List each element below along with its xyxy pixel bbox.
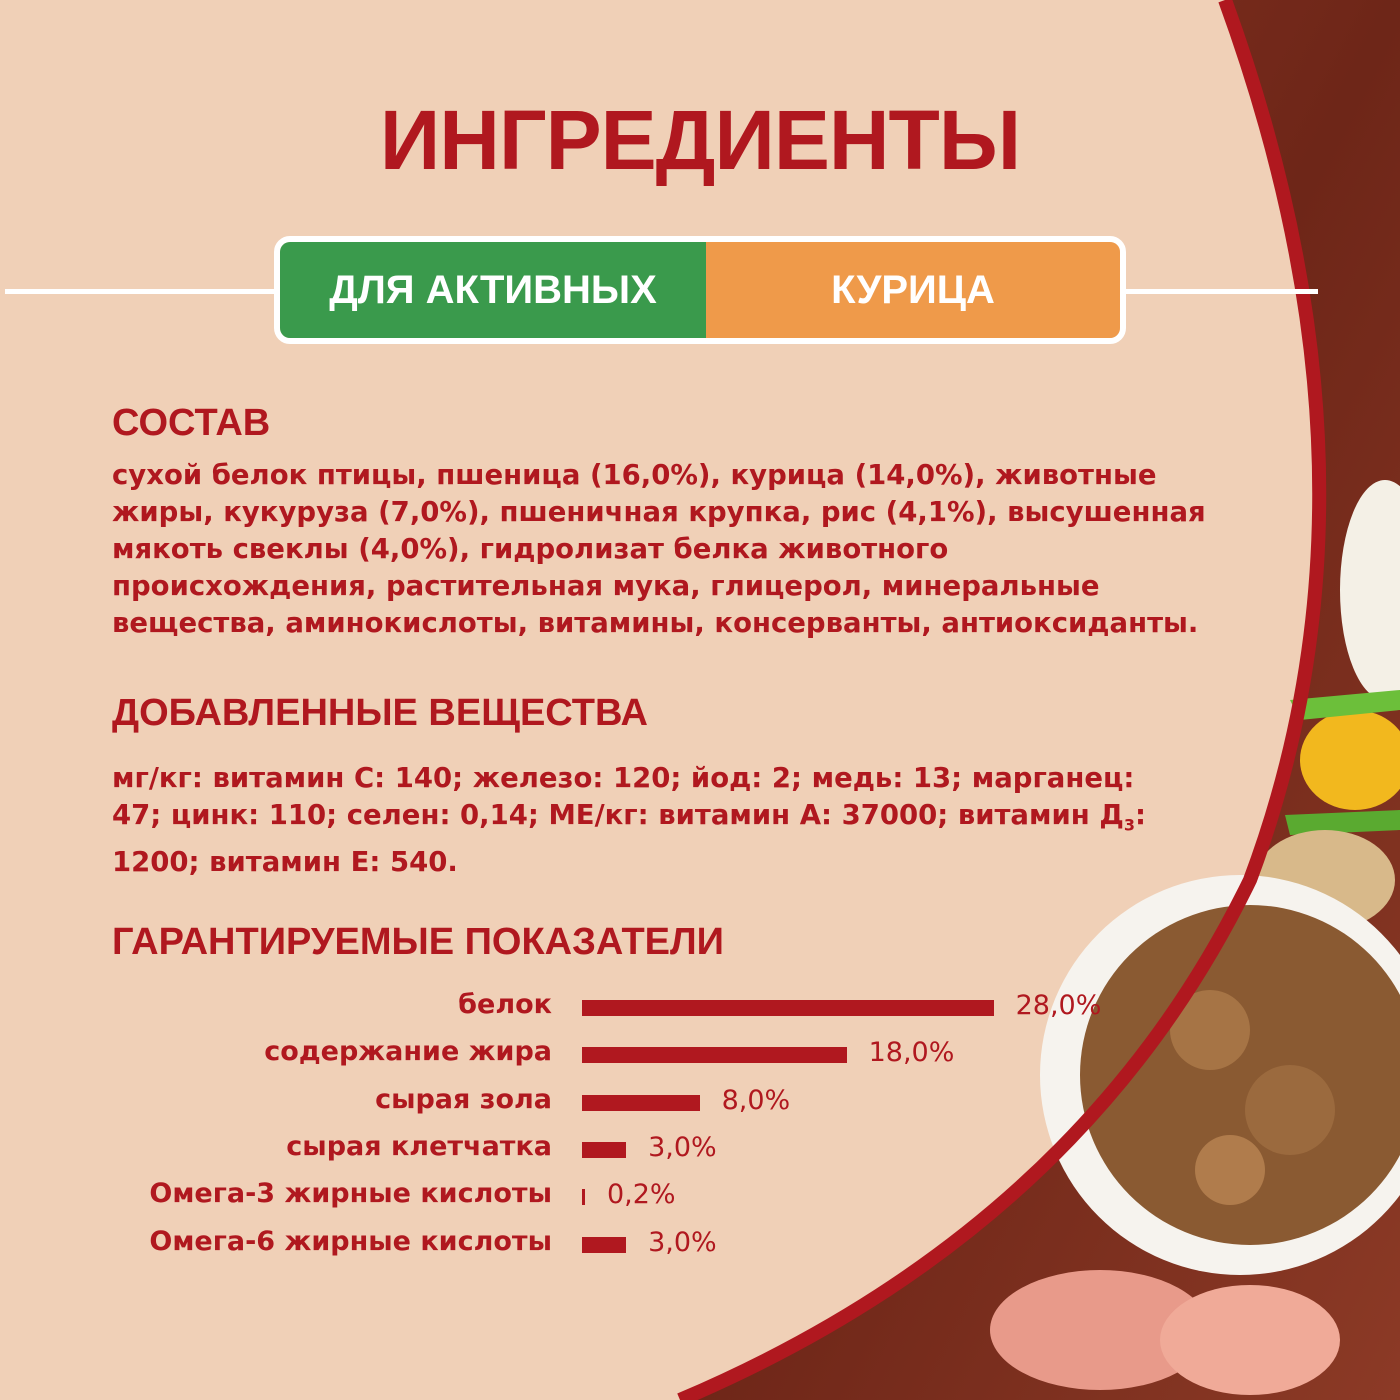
additives-text: мг/кг: витамин С: 140; железо: 120; йод:…: [112, 760, 1172, 881]
bar: [582, 1000, 994, 1016]
bar-label: содержание жира: [264, 1036, 552, 1068]
bar-value-label: 8,0%: [721, 1084, 791, 1116]
rice-image: [1340, 480, 1400, 700]
composition-text: сухой белок птицы, пшеница (16,0%), кури…: [112, 459, 1206, 639]
additives-text-part2: : 1200; витамин Е: 540.: [112, 799, 1146, 878]
badge-activity: ДЛЯ АКТИВНЫХ: [280, 242, 706, 338]
composition-heading: СОСТАВ: [112, 402, 271, 444]
bar-value-label: 3,0%: [648, 1131, 717, 1163]
page-title: ИНГРЕДИЕНТЫ: [379, 93, 1021, 187]
guaranteed-heading: ГАРАНТИРУЕМЫЕ ПОКАЗАТЕЛИ: [112, 921, 724, 963]
divider-right: [1120, 289, 1318, 294]
bar-label: Омега-6 жирные кислоты: [149, 1225, 552, 1257]
corn-image: [1285, 690, 1400, 835]
bar: [582, 1047, 847, 1064]
bar: [582, 1189, 585, 1206]
product-badge: ДЛЯ АКТИВНЫХ КУРИЦА: [274, 236, 1126, 344]
bar-value-label: 0,2%: [606, 1179, 676, 1211]
bar-value-label: 3,0%: [648, 1226, 717, 1258]
kibble-bowl-image: [1040, 875, 1400, 1275]
additives-text-part1: мг/кг: витамин С: 140; железо: 120; йод:…: [112, 762, 1135, 831]
bar-label: сырая зола: [375, 1083, 552, 1115]
raw-chicken-image: [990, 1270, 1340, 1395]
bar-value-label: 18,0%: [868, 1037, 955, 1069]
bar-label: белок: [458, 989, 552, 1020]
bar-label: Омега-3 жирные кислоты: [149, 1178, 552, 1210]
bar-value-label: 28,0%: [1015, 990, 1102, 1021]
bar: [582, 1236, 627, 1253]
bar-label: сырая клетчатка: [286, 1130, 552, 1162]
bar: [582, 1094, 700, 1111]
additives-heading: ДОБАВЛЕННЫЕ ВЕЩЕСТВА: [112, 692, 648, 734]
divider-left: [5, 289, 280, 294]
bar: [582, 1141, 627, 1158]
additives-subscript: 3: [1123, 815, 1135, 835]
badge-flavor: КУРИЦА: [706, 242, 1120, 338]
